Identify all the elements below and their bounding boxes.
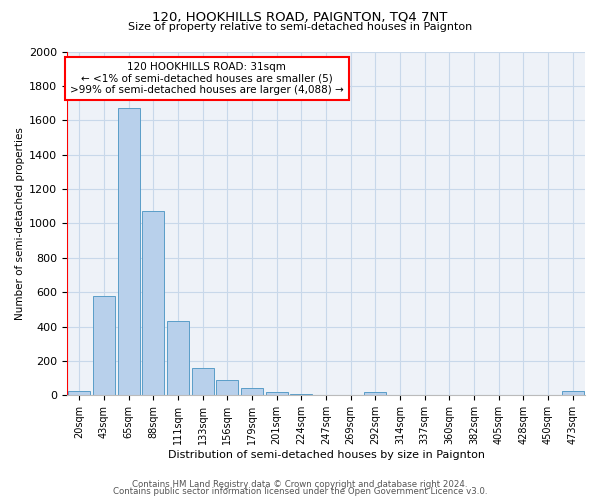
Text: Size of property relative to semi-detached houses in Paignton: Size of property relative to semi-detach… [128, 22, 472, 32]
Bar [241, 388, 263, 396]
Bar [68, 391, 91, 396]
Bar [167, 322, 189, 396]
Bar [266, 392, 288, 396]
Bar [118, 108, 140, 396]
Bar [191, 368, 214, 396]
Y-axis label: Number of semi-detached properties: Number of semi-detached properties [15, 127, 25, 320]
Bar [364, 392, 386, 396]
Bar [315, 395, 337, 396]
Text: Contains public sector information licensed under the Open Government Licence v3: Contains public sector information licen… [113, 487, 487, 496]
Text: 120 HOOKHILLS ROAD: 31sqm
← <1% of semi-detached houses are smaller (5)
>99% of : 120 HOOKHILLS ROAD: 31sqm ← <1% of semi-… [70, 62, 344, 95]
Bar [290, 394, 313, 396]
Bar [142, 212, 164, 396]
Text: Contains HM Land Registry data © Crown copyright and database right 2024.: Contains HM Land Registry data © Crown c… [132, 480, 468, 489]
Bar [93, 296, 115, 396]
Text: 120, HOOKHILLS ROAD, PAIGNTON, TQ4 7NT: 120, HOOKHILLS ROAD, PAIGNTON, TQ4 7NT [152, 11, 448, 24]
Bar [562, 391, 584, 396]
Bar [216, 380, 238, 396]
X-axis label: Distribution of semi-detached houses by size in Paignton: Distribution of semi-detached houses by … [167, 450, 485, 460]
